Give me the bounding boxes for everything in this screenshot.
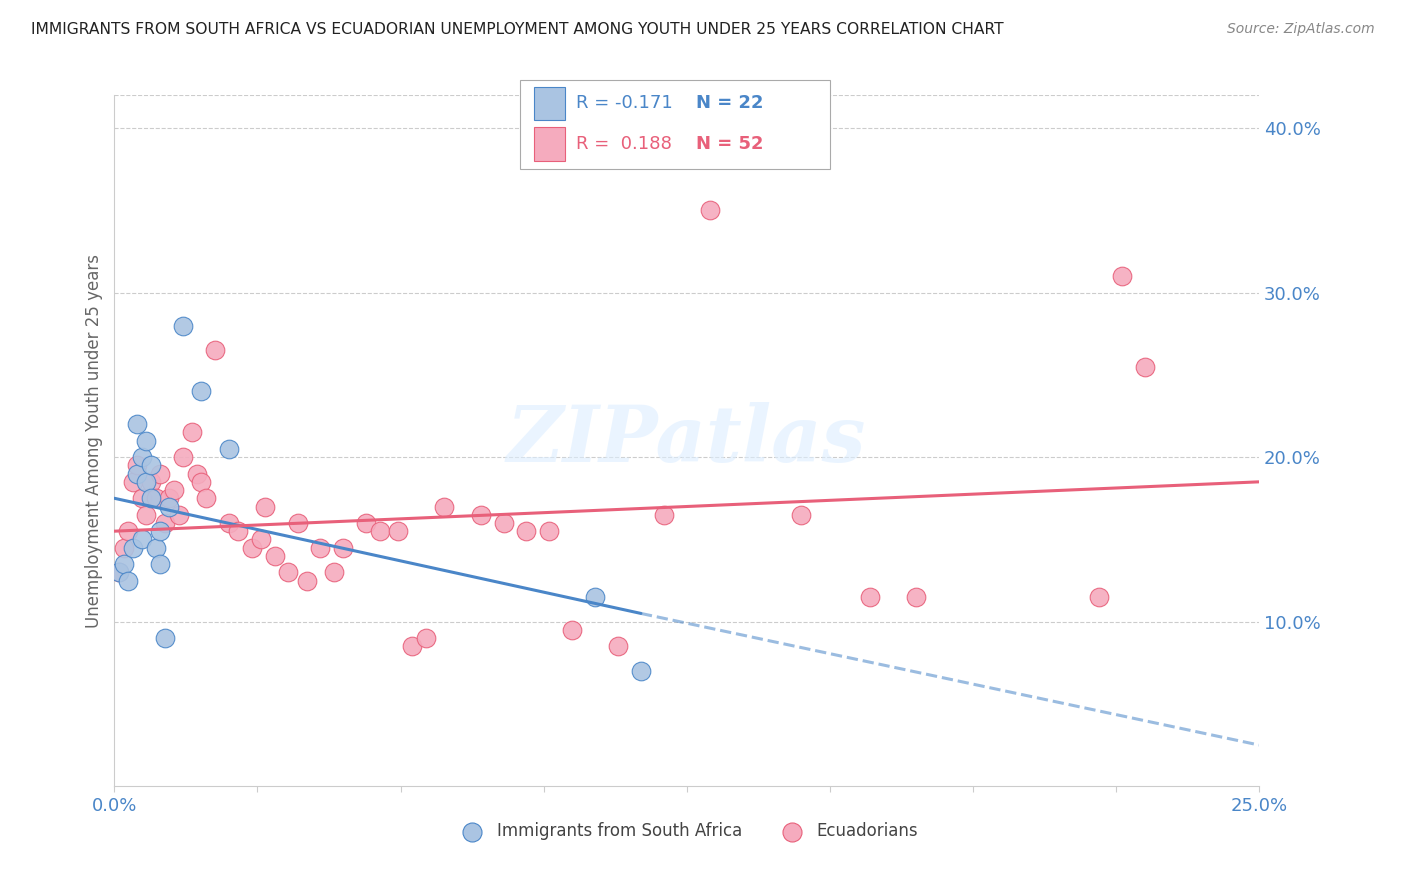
Point [112, 557, 135, 571]
Point [153, 631, 176, 645]
Point [332, 541, 354, 555]
Point [204, 343, 226, 358]
Text: R = -0.171: R = -0.171 [576, 95, 673, 112]
Point [172, 318, 194, 333]
Point [354, 516, 377, 530]
Point [112, 541, 135, 555]
Point [139, 475, 162, 489]
Point [218, 442, 240, 456]
Point [904, 590, 927, 604]
Point [433, 500, 456, 514]
Point [538, 524, 561, 538]
Point [149, 467, 172, 481]
Point [108, 566, 131, 580]
Point [131, 450, 153, 465]
Point [515, 524, 537, 538]
Point [607, 640, 630, 654]
Point [131, 533, 153, 547]
Point [323, 566, 346, 580]
Point [561, 623, 583, 637]
Point [163, 483, 186, 497]
Point [254, 500, 277, 514]
Point [121, 475, 143, 489]
Point [186, 467, 208, 481]
Point [287, 516, 309, 530]
Point [157, 500, 180, 514]
Point [108, 566, 131, 580]
Point [190, 384, 212, 399]
Point [859, 590, 882, 604]
Point [1087, 590, 1109, 604]
Point [295, 574, 318, 588]
Point [139, 458, 162, 473]
Point [157, 491, 180, 506]
Point [387, 524, 409, 538]
Point [194, 491, 217, 506]
Point [149, 557, 172, 571]
Text: IMMIGRANTS FROM SOUTH AFRICA VS ECUADORIAN UNEMPLOYMENT AMONG YOUTH UNDER 25 YEA: IMMIGRANTS FROM SOUTH AFRICA VS ECUADORI… [31, 22, 1004, 37]
Point [127, 458, 149, 473]
Text: ZIPatlas: ZIPatlas [508, 402, 866, 479]
Text: N = 22: N = 22 [696, 95, 763, 112]
Point [190, 475, 212, 489]
Point [131, 491, 153, 506]
Point [218, 516, 240, 530]
Point [121, 541, 143, 555]
Point [470, 508, 492, 522]
Point [135, 508, 157, 522]
Point [117, 574, 139, 588]
Y-axis label: Unemployment Among Youth under 25 years: Unemployment Among Youth under 25 years [86, 253, 103, 628]
Point [652, 508, 675, 522]
Point [309, 541, 332, 555]
Point [172, 450, 194, 465]
Point [149, 524, 172, 538]
Point [117, 524, 139, 538]
Point [127, 417, 149, 432]
Point [583, 590, 606, 604]
Point [630, 664, 652, 678]
Text: N = 52: N = 52 [696, 135, 763, 153]
Point [699, 203, 721, 218]
Point [790, 508, 813, 522]
Point [139, 491, 162, 506]
Point [145, 491, 167, 506]
Point [492, 516, 515, 530]
Text: Source: ZipAtlas.com: Source: ZipAtlas.com [1227, 22, 1375, 37]
Point [1133, 359, 1156, 374]
Point [153, 516, 176, 530]
Legend: Immigrants from South Africa, Ecuadorians: Immigrants from South Africa, Ecuadorian… [449, 815, 925, 847]
Point [226, 524, 249, 538]
Point [181, 425, 204, 440]
Point [145, 541, 167, 555]
Point [250, 533, 273, 547]
Point [135, 434, 157, 448]
Point [415, 631, 437, 645]
Point [277, 566, 299, 580]
Point [240, 541, 263, 555]
Point [263, 549, 285, 563]
Text: R =  0.188: R = 0.188 [576, 135, 672, 153]
Point [368, 524, 391, 538]
Point [167, 508, 190, 522]
Point [135, 475, 157, 489]
Point [1111, 269, 1133, 284]
Point [127, 467, 149, 481]
Point [401, 640, 423, 654]
